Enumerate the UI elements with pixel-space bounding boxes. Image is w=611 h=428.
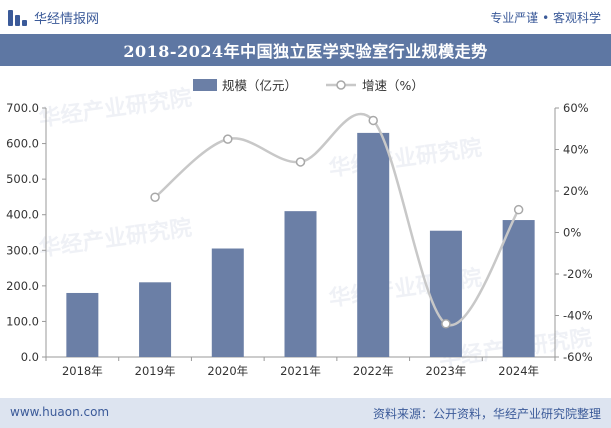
growth-point-2019年 [150, 192, 160, 202]
x-tick-label: 2019年 [135, 364, 176, 378]
slogan: 专业严谨 • 客观科学 [490, 11, 601, 25]
y-left-tick-label: 200.0 [6, 279, 39, 293]
x-tick-label: 2024年 [498, 364, 539, 378]
footer-site[interactable]: www.huaon.com [10, 405, 110, 419]
growth-point-2020年 [223, 134, 233, 144]
legend-line-marker [336, 80, 346, 90]
brand: 华经情报网 [8, 8, 99, 27]
y-right-tick-label: -40% [563, 309, 593, 323]
x-tick-label: 2022年 [353, 364, 394, 378]
y-right-tick-label: 60% [563, 101, 589, 115]
watermark-2: 华经产业研究院 [37, 215, 193, 262]
bar-2023年 [429, 230, 462, 357]
y-right-tick-label: 20% [563, 184, 589, 198]
y-left-tick-label: 600.0 [6, 137, 39, 151]
chart-title: 2018-2024年中国独立医学实验室行业规模走势 [0, 34, 611, 66]
growth-point-2021年 [295, 157, 306, 167]
chart-area: 华经产业研究院华经产业研究院华经产业研究院华经产业研究院华经产业研究院0.010… [6, 78, 593, 378]
legend-bar-label: 规模（亿元） [222, 78, 297, 93]
y-right-tick-label: 0% [563, 226, 581, 240]
watermark-0: 华经产业研究院 [37, 85, 193, 132]
footer: www.huaon.com 资料来源：公开资料，华经产业研究院整理 [0, 398, 611, 428]
watermark-1: 华经产业研究院 [327, 135, 483, 182]
bar-2022年 [357, 132, 390, 357]
y-right-tick-label: 40% [563, 143, 589, 157]
growth-point-2022年 [368, 115, 378, 126]
y-right-tick-label: -20% [563, 267, 593, 281]
x-tick-label: 2018年 [62, 364, 103, 378]
y-left-tick-label: 300.0 [6, 243, 39, 257]
x-tick-label: 2020年 [207, 364, 248, 378]
y-left-tick-label: 0.0 [21, 350, 39, 364]
top-bar: 华经情报网 专业严谨 • 客观科学 [0, 0, 611, 34]
legend-bar-swatch [193, 79, 217, 91]
growth-point-2023年 [441, 319, 451, 329]
y-right-tick-label: -60% [563, 350, 593, 364]
bar-2021年 [284, 211, 317, 357]
growth-point-2024年 [513, 204, 524, 215]
bar-2018年 [66, 292, 99, 357]
legend-line-label: 增速（%） [362, 78, 424, 93]
brand-name: 华经情报网 [34, 12, 100, 27]
bar-2019年 [139, 282, 172, 357]
y-left-tick-label: 500.0 [6, 172, 39, 186]
bar-2024年 [502, 220, 535, 357]
y-left-tick-label: 700.0 [6, 101, 39, 115]
bar-2020年 [211, 248, 244, 357]
bar-logo-icon [8, 9, 28, 26]
x-tick-label: 2023年 [426, 364, 467, 378]
y-left-tick-label: 100.0 [6, 314, 39, 328]
x-tick-label: 2021年 [280, 364, 321, 378]
y-left-tick-label: 400.0 [6, 208, 39, 222]
footer-source: 资料来源：公开资料，华经产业研究院整理 [372, 407, 601, 421]
